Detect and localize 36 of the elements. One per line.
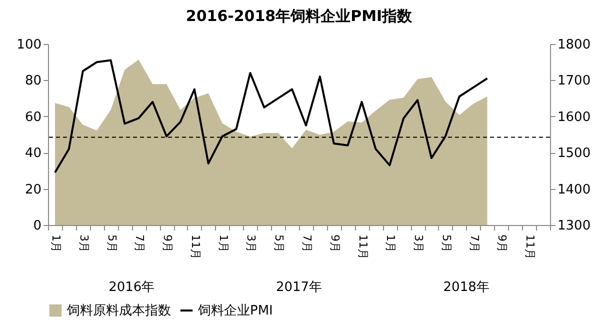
x-tick-label: 7月	[300, 234, 314, 252]
y2-tick-label: 1300	[558, 218, 591, 234]
legend-label: 饲料企业PMI	[197, 304, 273, 318]
y2-tick-label: 1700	[558, 74, 591, 89]
y-tick-label: 80	[24, 74, 42, 89]
text: 2017年	[276, 280, 322, 295]
x-tick-label: 9月	[161, 234, 174, 252]
y2-tick-label: 1400	[558, 182, 591, 198]
x-tick-label: 11月	[524, 234, 537, 260]
x-tick-label: 3月	[77, 234, 90, 252]
chart-title: 2016-2018年饲料企业PMI指数	[186, 7, 414, 25]
y-tick-label: 100	[16, 38, 42, 52]
y-tick-label: 60	[24, 110, 42, 125]
x-tick-label: 5月	[440, 234, 453, 252]
y-tick-label: 0	[33, 218, 42, 234]
legend-label: 饲料原料成本指数	[66, 304, 171, 318]
x-tick-label: 9月	[496, 234, 509, 252]
x-tick-label: 5月	[105, 234, 118, 252]
x-tick-label: 1月	[216, 234, 230, 252]
y-tick-label: 40	[24, 146, 42, 162]
x-tick-label: 7月	[468, 234, 481, 252]
text: 2018年	[443, 280, 490, 295]
text: 2016年	[108, 280, 155, 295]
x-tick-label: 1月	[384, 234, 398, 252]
x-tick-label: 9月	[328, 234, 342, 252]
x-tick-label: 7月	[133, 234, 146, 252]
y2-tick-label: 1600	[558, 110, 591, 125]
x-tick-label: 3月	[412, 234, 426, 252]
y-tick-label: 20	[24, 182, 42, 198]
y2-tick-label: 1800	[558, 38, 591, 52]
x-tick-label: 3月	[244, 234, 258, 252]
x-tick-label: 1月	[49, 234, 62, 252]
y2-tick-label: 1500	[558, 146, 591, 162]
x-tick-label: 11月	[188, 234, 202, 260]
x-tick-label: 5月	[272, 234, 286, 252]
x-tick-label: 11月	[356, 234, 370, 260]
